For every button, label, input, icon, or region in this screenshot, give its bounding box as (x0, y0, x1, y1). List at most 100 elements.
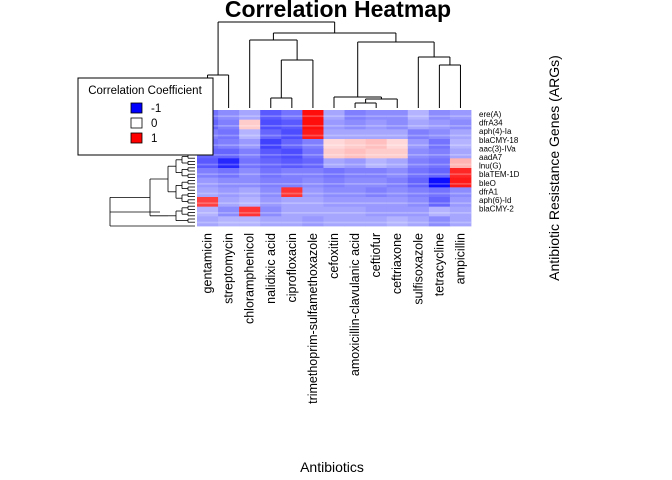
heatmap-cell (386, 129, 409, 140)
heatmap-cell-streak (344, 182, 367, 185)
heatmap-cell (218, 129, 240, 140)
heatmap-cell (407, 110, 430, 121)
heatmap-cell-streak (281, 202, 303, 205)
column-label: chloramphenicol (243, 233, 257, 324)
heatmap-cell-streak (323, 211, 345, 214)
heatmap-cell-streak (407, 202, 430, 205)
heatmap-cell-streak (407, 163, 430, 166)
heatmap-cell (428, 139, 451, 150)
heatmap-cell-streak (407, 124, 430, 127)
heatmap-cell (365, 177, 388, 188)
row-label: aac(3)-IVa (479, 144, 516, 153)
legend-label: -1 (151, 103, 161, 115)
heatmap-cell (260, 168, 282, 179)
column-labels: gentamicin streptomycin chloramphenicol nal… (201, 233, 468, 404)
heatmap-cell-streak (407, 192, 430, 195)
heatmap-cell-streak (302, 202, 324, 205)
heatmap-cell-streak (218, 134, 240, 137)
heatmap-cell-streak (344, 192, 367, 195)
heatmap-cell (428, 129, 451, 140)
heatmap-cell-streak (323, 153, 345, 156)
heatmap-cell (302, 158, 324, 169)
heatmap-cell (281, 110, 303, 121)
heatmap-cell (386, 158, 409, 169)
heatmap-cell-streak (344, 115, 367, 118)
heatmap-cell-streak (323, 182, 345, 185)
heatmap-cell-streak (218, 124, 240, 127)
heatmap-cell (428, 148, 451, 159)
column-label: cefoxitin (327, 233, 341, 279)
heatmap-cell (407, 139, 430, 150)
heatmap-cell (449, 168, 472, 179)
heatmap-cell (239, 187, 261, 198)
heatmap-cell-streak (281, 163, 303, 166)
heatmap-cell-streak (365, 182, 388, 185)
heatmap-cell (449, 206, 472, 217)
heatmap-cell-streak (407, 182, 430, 185)
heatmap-cell-streak (260, 202, 282, 205)
heatmap-cell-streak (197, 192, 219, 195)
heatmap-cell (323, 129, 345, 140)
heatmap-cell (323, 187, 345, 198)
heatmap-cell-streak (386, 202, 409, 205)
heatmap-cell-streak (344, 153, 367, 156)
heatmap-cell-streak (239, 153, 261, 156)
heatmap-cell-streak (386, 124, 409, 127)
heatmap-cell-streak (428, 134, 451, 137)
heatmap-cell (323, 197, 345, 208)
heatmap-cell-streak (386, 163, 409, 166)
heatmap-cells (197, 110, 472, 227)
heatmap-cell-streak (197, 163, 219, 166)
heatmap-cell (365, 129, 388, 140)
heatmap-cell-streak (365, 134, 388, 137)
heatmap-cell-streak (428, 144, 451, 147)
heatmap-cell-streak (407, 221, 430, 224)
heatmap-cell-streak (323, 221, 345, 224)
heatmap-cell-streak (386, 115, 409, 118)
heatmap-cell (449, 216, 472, 227)
heatmap-cell-streak (302, 163, 324, 166)
heatmap-cell-streak (239, 192, 261, 195)
heatmap-cell (323, 119, 345, 130)
heatmap-cell (302, 177, 324, 188)
heatmap-cell-streak (260, 124, 282, 127)
heatmap-cell (365, 139, 388, 150)
heatmap-cell (239, 148, 261, 159)
heatmap-cell (281, 216, 303, 227)
heatmap-cell-streak (302, 173, 324, 176)
heatmap-cell (218, 110, 240, 121)
heatmap-cell-streak (344, 144, 367, 147)
heatmap-cell (344, 139, 367, 150)
legend-entries: -1 0 1 (130, 102, 161, 145)
heatmap-cell (365, 158, 388, 169)
heatmap-cell (260, 110, 282, 121)
heatmap-cell (344, 129, 367, 140)
heatmap-cell (302, 148, 324, 159)
heatmap-cell (386, 216, 409, 227)
heatmap-cell-streak (323, 144, 345, 147)
heatmap-cell-streak (365, 115, 388, 118)
heatmap-cell-streak (239, 221, 261, 224)
heatmap-cell (344, 197, 367, 208)
heatmap-cell (281, 148, 303, 159)
heatmap-cell (260, 129, 282, 140)
heatmap-cell (218, 216, 240, 227)
heatmap-cell-streak (386, 182, 409, 185)
heatmap-cell (407, 158, 430, 169)
heatmap-cell (302, 168, 324, 179)
heatmap-cell (302, 206, 324, 217)
row-label: aadA7 (479, 153, 503, 162)
heatmap-cell (428, 168, 451, 179)
row-labels: ere(A)dfrA34aph(4)-IablaCMY-18aac(3)-IVa… (479, 110, 520, 214)
heatmap-cell-streak (428, 153, 451, 156)
heatmap-cell-streak (344, 211, 367, 214)
heatmap-cell-streak (239, 173, 261, 176)
legend-swatch (130, 102, 143, 114)
heatmap-cell (218, 119, 240, 130)
heatmap-cell-streak (344, 202, 367, 205)
heatmap-cell (218, 148, 240, 159)
heatmap-cell-streak (218, 115, 240, 118)
heatmap-cell (386, 206, 409, 217)
heatmap-cell-streak (449, 173, 472, 176)
column-dendrogram (207, 21, 461, 108)
